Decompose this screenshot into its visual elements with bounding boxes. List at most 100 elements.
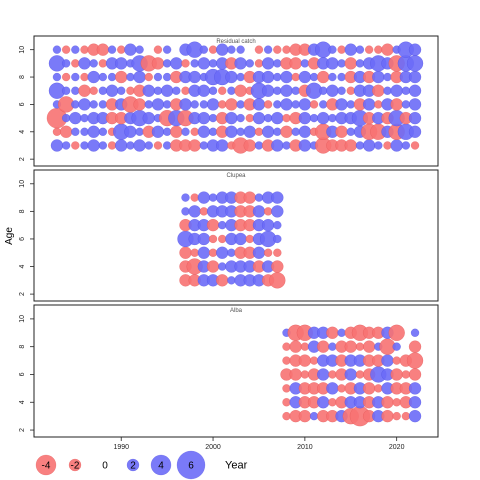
bubble — [309, 72, 319, 82]
legend-bubble — [35, 454, 57, 476]
bubble — [61, 86, 71, 95]
bubble — [225, 98, 238, 111]
bubble — [344, 57, 357, 70]
bubble — [273, 100, 282, 109]
bubble — [61, 45, 71, 54]
bubble — [408, 340, 422, 353]
bubble — [197, 84, 211, 97]
bubble — [71, 127, 80, 136]
bubble — [408, 111, 422, 125]
bubble — [52, 45, 62, 54]
bubble — [362, 98, 376, 111]
bubble — [216, 139, 229, 152]
bubble — [408, 98, 422, 111]
bubble — [236, 100, 245, 109]
bubble — [107, 72, 117, 82]
bubble — [208, 86, 218, 95]
bubble — [408, 368, 422, 381]
legend-label: -4 — [42, 461, 51, 472]
bubble — [263, 45, 273, 54]
bubble — [392, 342, 401, 351]
bubble — [282, 141, 291, 150]
bubble — [126, 141, 135, 150]
bubble — [282, 398, 291, 407]
bubble — [190, 100, 199, 109]
bubble — [362, 382, 376, 395]
bubble — [181, 59, 190, 68]
bubble — [144, 72, 153, 82]
bubble — [197, 111, 211, 125]
bubble — [410, 141, 420, 150]
bubble — [170, 125, 183, 138]
bubble — [261, 70, 275, 84]
bubble — [179, 246, 192, 259]
bubble — [218, 262, 227, 271]
bubble — [227, 86, 236, 95]
bubble — [208, 127, 218, 136]
bubble — [383, 86, 392, 95]
bubble — [124, 125, 137, 138]
bubble — [208, 59, 218, 68]
bubble — [273, 248, 282, 257]
bubble — [326, 326, 339, 339]
legend-label: -2 — [71, 461, 80, 472]
y-tick-label: 4 — [19, 400, 26, 404]
bubble — [388, 324, 405, 341]
bubble — [326, 84, 339, 97]
bubble — [252, 98, 266, 111]
y-tick-label: 6 — [19, 237, 26, 241]
bubble — [142, 84, 155, 97]
bubble — [410, 328, 420, 337]
bubble — [344, 368, 357, 381]
bubble — [216, 43, 229, 56]
bubble — [144, 100, 153, 109]
bubble — [298, 98, 312, 111]
bubble — [280, 84, 293, 97]
bubble — [115, 70, 128, 84]
bubble — [190, 193, 199, 202]
bubble — [151, 98, 165, 111]
bubble — [96, 43, 110, 56]
bubble — [188, 70, 201, 84]
bubble — [243, 191, 256, 204]
bubble — [71, 59, 80, 68]
bubble — [298, 111, 312, 125]
bubble — [252, 111, 266, 125]
bubble — [263, 113, 273, 123]
bubble — [208, 248, 218, 257]
bubble — [355, 45, 365, 54]
bubble — [50, 139, 64, 152]
bubble — [381, 409, 394, 423]
bubble — [289, 57, 302, 70]
bubble — [261, 125, 275, 138]
bubble — [271, 111, 284, 125]
bubble — [78, 57, 91, 70]
bubble — [208, 45, 218, 54]
bubble — [273, 59, 282, 68]
bubble — [298, 139, 312, 152]
bubble — [61, 59, 71, 68]
panel-frame — [33, 35, 439, 167]
bubble — [344, 139, 357, 152]
bubble — [78, 98, 91, 111]
bubble — [346, 100, 355, 109]
bubble — [298, 409, 312, 423]
bubble — [98, 141, 108, 150]
bubble — [144, 141, 153, 150]
bubble — [309, 113, 319, 123]
bubble — [117, 45, 126, 54]
bubble — [317, 396, 330, 409]
panel-title: Alba — [230, 308, 243, 314]
bubble — [153, 72, 163, 82]
bubble — [254, 141, 264, 150]
legend-bubble — [68, 458, 82, 472]
bubble — [337, 384, 346, 393]
legend-label: 4 — [158, 461, 164, 472]
bubble — [364, 45, 374, 54]
bubble — [234, 232, 247, 246]
bubble — [71, 141, 80, 150]
bubble — [59, 125, 73, 138]
bubble — [355, 141, 365, 150]
bubble — [273, 86, 282, 95]
